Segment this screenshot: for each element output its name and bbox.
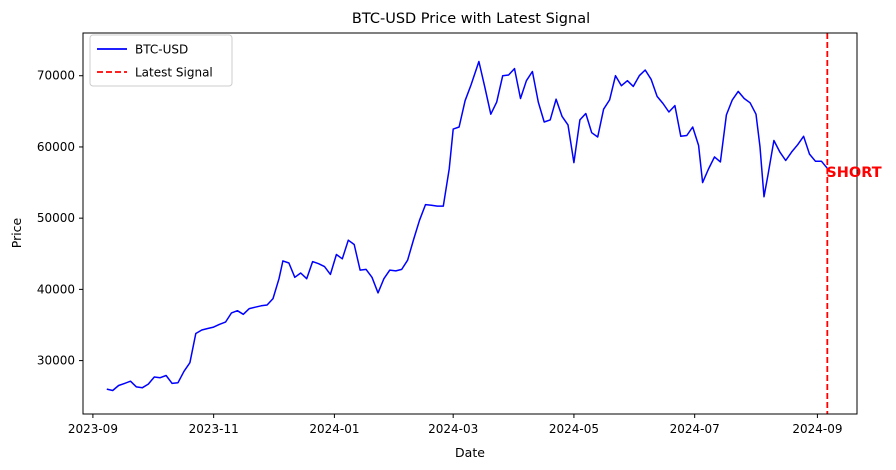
line-layer <box>106 60 828 392</box>
x-tick-label: 2023-11 <box>189 422 239 436</box>
y-axis: 30000 40000 50000 60000 70000 <box>37 69 83 368</box>
x-axis-label: Date <box>455 445 485 460</box>
chart-title: BTC-USD Price with Latest Signal <box>352 11 590 27</box>
plot-frame <box>82 32 858 415</box>
y-tick-label: 50000 <box>37 211 75 225</box>
x-tick-label: 2023-09 <box>68 422 118 436</box>
y-tick-label: 30000 <box>37 354 75 368</box>
x-tick-label: 2024-05 <box>549 422 599 436</box>
x-tick-label: 2024-07 <box>670 422 720 436</box>
plot-area <box>106 33 829 414</box>
x-axis: 2023-09 2023-11 2024-01 2024-03 2024-05 2024-… <box>68 414 842 436</box>
y-tick-label: 60000 <box>37 140 75 154</box>
x-tick-label: 2024-01 <box>309 422 359 436</box>
legend-label-btc-usd: BTC-USD <box>135 43 188 57</box>
series-line-btc-usd <box>106 60 828 392</box>
legend-box <box>89 34 233 87</box>
legend-label-latest-signal: Latest Signal <box>135 66 213 80</box>
y-axis-label: Price <box>9 217 24 248</box>
y-tick-label: 40000 <box>37 282 75 296</box>
signal-annotation-short: SHORT <box>826 165 881 181</box>
legend: BTC-USD Latest Signal <box>89 34 233 87</box>
x-tick-label: 2024-03 <box>428 422 478 436</box>
x-tick-label: 2024-09 <box>792 422 842 436</box>
y-tick-label: 70000 <box>37 69 75 83</box>
